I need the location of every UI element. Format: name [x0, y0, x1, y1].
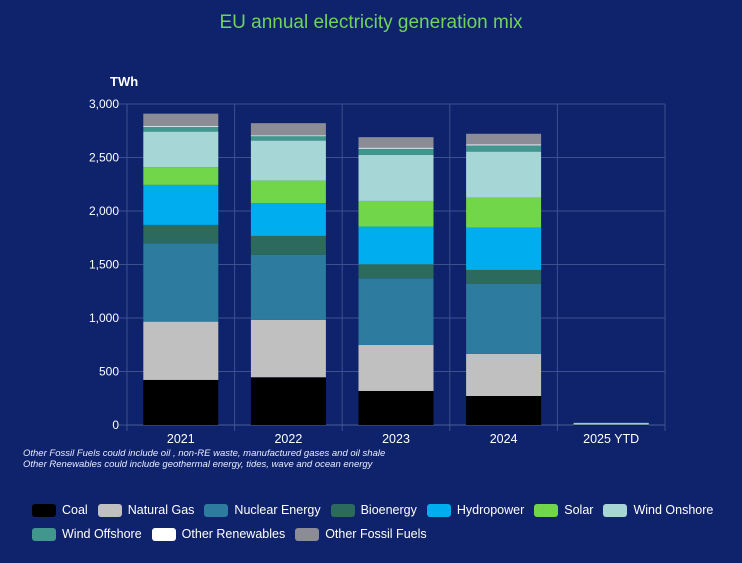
bar-segment-wind-offshore[interactable]	[250, 135, 326, 141]
bar-segment-bioenergy[interactable]	[250, 235, 326, 255]
legend-swatch	[426, 503, 451, 517]
footnote-renewables: Other Renewables could include geotherma…	[23, 459, 373, 470]
legend-swatch	[32, 527, 56, 541]
bar-segment-wind-onshore[interactable]	[358, 154, 434, 201]
bar-segment-other-fossil-fuels[interactable]	[466, 133, 542, 145]
x-tick-label: 2021	[167, 432, 195, 446]
bar-segment-other-renewables[interactable]	[358, 147, 434, 149]
bar-segment-solar[interactable]	[143, 167, 219, 185]
bar-segment-other-renewables[interactable]	[466, 144, 542, 146]
legend-item-other-fossil-fuels[interactable]: Other Fossil Fuels	[295, 527, 427, 541]
bar-segment-hydropower[interactable]	[143, 184, 219, 225]
legend-swatch	[603, 503, 628, 517]
x-tick-label: 2022	[274, 432, 302, 446]
legend-label: Bioenergy	[360, 503, 417, 517]
bar-segment-natural-gas[interactable]	[250, 319, 326, 378]
bar-segment-wind-onshore[interactable]	[250, 140, 326, 181]
y-tick-label: 1,500	[89, 258, 119, 272]
bar-segment-solar[interactable]	[250, 180, 326, 204]
chart-legend: Coal Natural Gas Nuclear Energy Bioenergy Hy…	[32, 498, 732, 546]
y-tick-label: 3,000	[89, 97, 119, 111]
legend-swatch	[32, 503, 56, 517]
bar-segment-other-renewables[interactable]	[143, 126, 219, 127]
legend-label: Coal	[62, 503, 88, 517]
legend-item-other-renewables[interactable]: Other Renewables	[151, 527, 286, 541]
bar-segment-wind-offshore[interactable]	[466, 145, 542, 152]
footnote-fossil: Other Fossil Fuels could include oil , n…	[23, 448, 386, 459]
legend-item-solar[interactable]: Solar	[534, 503, 593, 517]
legend-label: Nuclear Energy	[234, 503, 321, 517]
bar-segment-natural-gas[interactable]	[143, 321, 219, 380]
legend-item-hydropower[interactable]: Hydropower	[426, 503, 525, 517]
bar-segment-other-fossil-fuels[interactable]	[358, 137, 434, 148]
bar-segment-coal[interactable]	[573, 424, 649, 426]
bar-segment-natural-gas[interactable]	[573, 424, 649, 426]
bar-segment-natural-gas[interactable]	[466, 353, 542, 397]
legend-swatch	[330, 503, 355, 517]
bar-segment-wind-onshore[interactable]	[466, 151, 542, 198]
legend-swatch	[295, 527, 320, 541]
bar-segment-coal[interactable]	[358, 390, 434, 425]
bar-segment-natural-gas[interactable]	[358, 344, 434, 391]
y-tick-label: 500	[99, 365, 119, 379]
bar-segment-coal[interactable]	[466, 396, 542, 425]
y-tick-label: 1,000	[89, 311, 119, 325]
bar-segment-hydropower[interactable]	[358, 226, 434, 265]
legend-item-coal[interactable]: Coal	[32, 503, 88, 517]
bar-segment-hydropower[interactable]	[466, 227, 542, 270]
legend-label: Solar	[564, 503, 594, 517]
bar-segment-nuclear-energy[interactable]	[358, 278, 434, 345]
x-tick-label: 2025 YTD	[583, 432, 639, 446]
legend-swatch	[204, 503, 229, 517]
legend-item-natural-gas[interactable]: Natural Gas	[97, 503, 195, 517]
bar-segment-solar[interactable]	[358, 200, 434, 227]
chart-title: EU annual electricity generation mix	[219, 12, 523, 33]
bar-segment-bioenergy[interactable]	[143, 224, 219, 244]
x-tick-label: 2023	[382, 432, 410, 446]
y-tick-label: 0	[112, 418, 119, 432]
bar-segment-solar[interactable]	[466, 197, 542, 228]
bar-segment-coal[interactable]	[143, 379, 219, 425]
legend-label: Natural Gas	[127, 503, 195, 517]
legend-label: Other Renewables	[181, 527, 286, 541]
chart-plot: 0 500 1,000 1,500 2,000 2,500 3,000 2021 2022 202…	[89, 97, 666, 446]
bar-segment-nuclear-energy[interactable]	[466, 283, 542, 354]
legend-item-bioenergy[interactable]: Bioenergy	[330, 503, 417, 517]
bar-segment-nuclear-energy[interactable]	[143, 243, 219, 322]
bar-segment-other-renewables[interactable]	[250, 135, 326, 137]
bar-segment-wind-onshore[interactable]	[573, 422, 649, 424]
bar-segment-wind-offshore[interactable]	[358, 148, 434, 155]
bar-segment-bioenergy[interactable]	[466, 269, 542, 284]
legend-item-wind-offshore[interactable]: Wind Offshore	[32, 527, 142, 541]
legend-swatch	[151, 527, 176, 541]
y-axis-unit-label: TWh	[110, 74, 139, 89]
legend-item-wind-onshore[interactable]: Wind Onshore	[603, 503, 713, 517]
legend-swatch	[97, 503, 122, 517]
legend-label: Wind Onshore	[633, 503, 714, 517]
bar-segment-hydropower[interactable]	[250, 203, 326, 236]
bar-segment-nuclear-energy[interactable]	[250, 254, 326, 320]
legend-item-nuclear-energy[interactable]: Nuclear Energy	[204, 503, 321, 517]
bar-segment-bioenergy[interactable]	[358, 264, 434, 279]
legend-label: Other Fossil Fuels	[325, 527, 427, 541]
legend-label: Hydropower	[456, 503, 525, 517]
y-tick-label: 2,500	[89, 151, 119, 165]
bar-segment-other-fossil-fuels[interactable]	[143, 113, 219, 127]
y-tick-label: 2,000	[89, 204, 119, 218]
x-tick-label: 2024	[490, 432, 518, 446]
bar-segment-wind-onshore[interactable]	[143, 131, 219, 168]
bar-segment-other-fossil-fuels[interactable]	[250, 123, 326, 136]
bar-segment-wind-offshore[interactable]	[143, 126, 219, 132]
bar-segment-coal[interactable]	[250, 377, 326, 425]
legend-swatch	[534, 503, 559, 517]
legend-label: Wind Offshore	[62, 527, 142, 541]
